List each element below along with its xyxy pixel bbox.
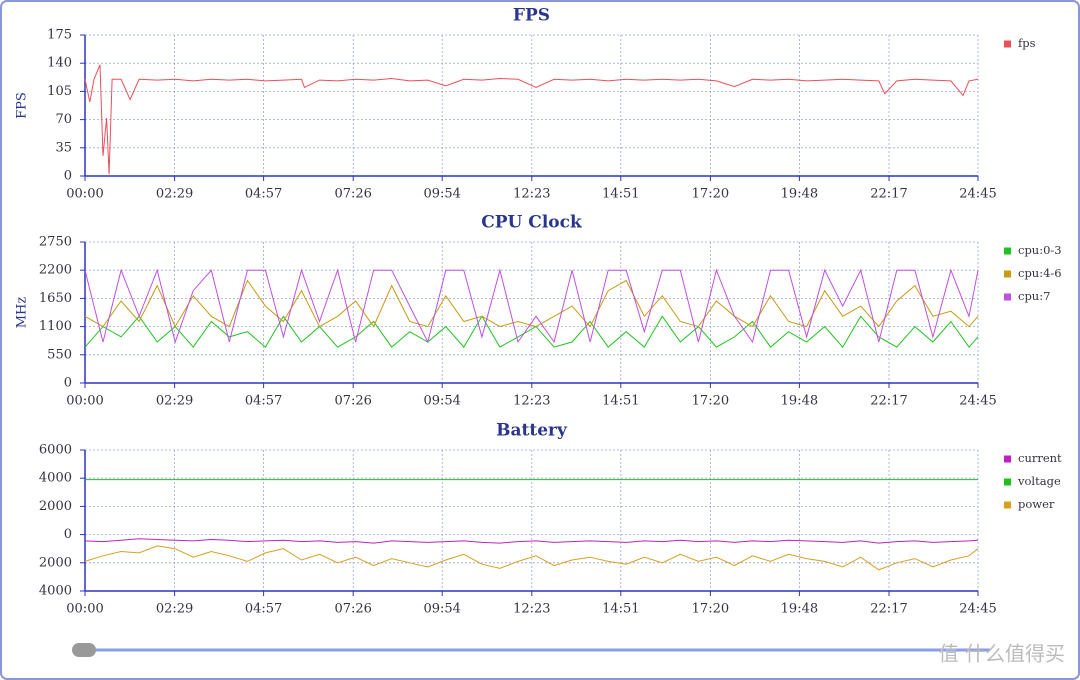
x-tick-label: 24:45 xyxy=(959,187,996,202)
legend-label: cpu:7 xyxy=(1018,289,1050,303)
legend-label: fps xyxy=(1018,36,1036,50)
series-line xyxy=(84,545,979,571)
x-tick-label: 12:23 xyxy=(513,394,550,409)
y-tick-label: 1100 xyxy=(39,319,72,334)
x-tick-label: 17:20 xyxy=(692,187,729,202)
x-tick-label: 09:54 xyxy=(423,602,460,617)
x-tick-label: 14:51 xyxy=(602,187,639,202)
series-line xyxy=(84,538,979,544)
x-tick-label: 19:48 xyxy=(781,187,818,202)
legend-label: cpu:4-6 xyxy=(1018,266,1062,280)
y-tick-label: 4000 xyxy=(39,471,72,486)
x-tick-label: 09:54 xyxy=(423,394,460,409)
y-tick-label: 550 xyxy=(47,347,72,362)
legend-swatch xyxy=(1004,501,1011,509)
x-tick-label: 24:45 xyxy=(959,602,996,617)
x-tick-label: 07:26 xyxy=(334,187,371,202)
x-tick-label: 14:51 xyxy=(602,602,639,617)
y-tick-label: 175 xyxy=(47,28,72,43)
x-tick-label: 02:29 xyxy=(156,187,193,202)
y-tick-label: 0 xyxy=(64,376,72,391)
legend-label: cpu:0-3 xyxy=(1018,243,1062,257)
y-tick-label: 2750 xyxy=(39,235,72,250)
x-tick-label: 07:26 xyxy=(334,602,371,617)
y-tick-label: 35 xyxy=(55,140,72,155)
x-tick-label: 02:29 xyxy=(156,602,193,617)
x-tick-label: 24:45 xyxy=(959,394,996,409)
y-tick-label: 2200 xyxy=(39,263,72,278)
legend-swatch xyxy=(1004,478,1011,486)
x-tick-label: 17:20 xyxy=(692,394,729,409)
time-slider-handle[interactable] xyxy=(72,643,96,657)
legend-swatch xyxy=(1004,247,1011,255)
y-tick-label: 2000 xyxy=(39,555,72,570)
x-tick-label: 22:17 xyxy=(870,187,907,202)
legend-label: current xyxy=(1018,451,1062,465)
x-tick-label: 17:20 xyxy=(692,602,729,617)
chart-title: Battery xyxy=(496,421,568,441)
legend-label: voltage xyxy=(1017,474,1061,488)
x-tick-label: 12:23 xyxy=(513,602,550,617)
x-tick-label: 19:48 xyxy=(781,602,818,617)
y-tick-label: 0 xyxy=(64,527,72,542)
series-line xyxy=(84,279,979,328)
chart-title: FPS xyxy=(513,6,550,26)
x-tick-label: 02:29 xyxy=(156,394,193,409)
x-tick-label: 12:23 xyxy=(513,187,550,202)
legend-swatch xyxy=(1004,40,1011,48)
legend-label: power xyxy=(1018,497,1055,511)
legend-swatch xyxy=(1004,270,1011,278)
y-tick-label: 105 xyxy=(47,84,72,99)
series-line xyxy=(84,64,979,175)
y-tick-label: 6000 xyxy=(39,443,72,458)
x-tick-label: 09:54 xyxy=(423,187,460,202)
x-tick-label: 00:00 xyxy=(66,187,103,202)
series-line xyxy=(84,268,979,344)
x-tick-label: 07:26 xyxy=(334,394,371,409)
x-tick-label: 22:17 xyxy=(870,602,907,617)
y-axis-label: FPS xyxy=(15,92,30,119)
x-tick-label: 22:17 xyxy=(870,394,907,409)
y-tick-label: 70 xyxy=(55,112,72,127)
legend-swatch xyxy=(1004,293,1011,301)
y-tick-label: 140 xyxy=(47,56,72,71)
x-tick-label: 04:57 xyxy=(245,602,282,617)
x-tick-label: 14:51 xyxy=(602,394,639,409)
y-tick-label: 1650 xyxy=(39,291,72,306)
y-axis-label: MHz xyxy=(15,297,30,329)
chart-title: CPU Clock xyxy=(481,213,583,233)
x-tick-label: 04:57 xyxy=(245,187,282,202)
legend-swatch xyxy=(1004,455,1011,463)
x-tick-label: 00:00 xyxy=(66,394,103,409)
y-tick-label: 2000 xyxy=(39,499,72,514)
x-tick-label: 00:00 xyxy=(66,602,103,617)
x-tick-label: 04:57 xyxy=(245,394,282,409)
y-tick-label: 0 xyxy=(64,169,72,184)
watermark: 值 什么值得买 xyxy=(939,642,1065,666)
y-tick-label: 4000 xyxy=(39,584,72,599)
x-tick-label: 19:48 xyxy=(781,394,818,409)
